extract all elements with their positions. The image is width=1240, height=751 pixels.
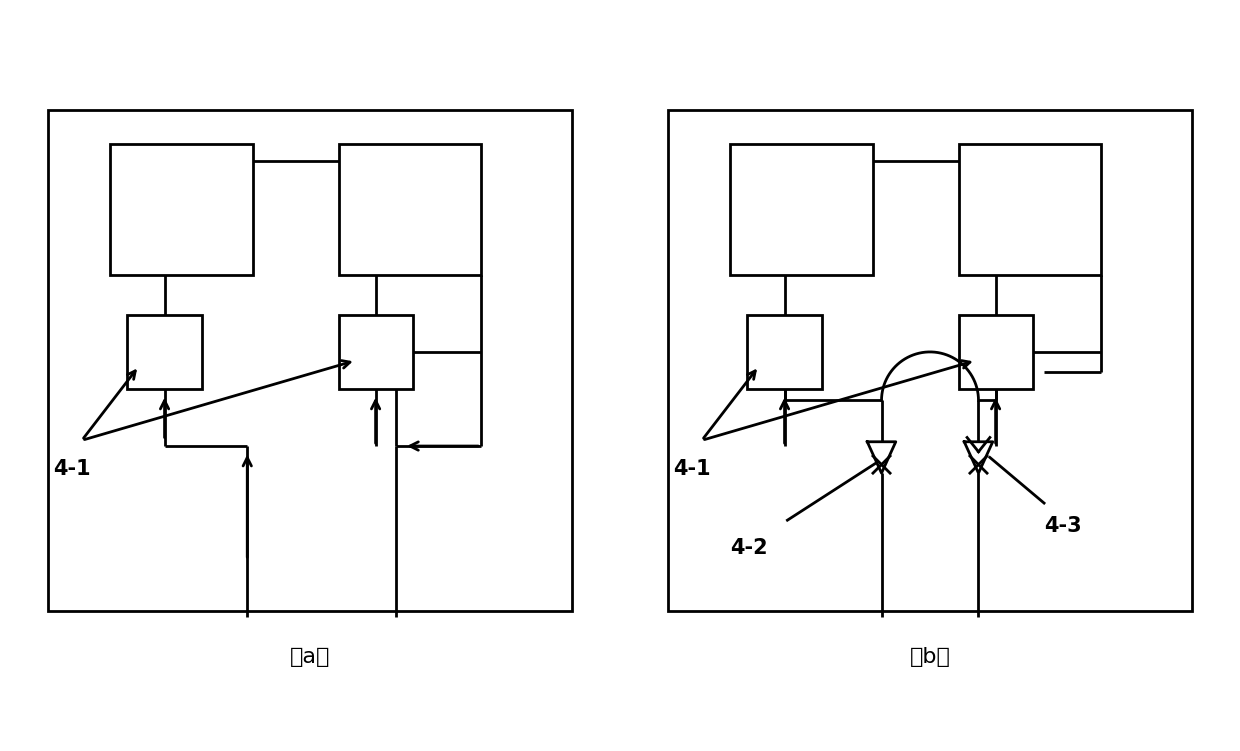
Bar <box>959 315 1033 389</box>
Text: （a）: （a） <box>290 647 330 667</box>
Text: （b）: （b） <box>910 647 950 667</box>
Bar <box>959 143 1101 275</box>
Bar <box>339 315 413 389</box>
Bar <box>748 315 822 389</box>
Bar <box>110 143 253 275</box>
Text: 4-2: 4-2 <box>730 538 768 559</box>
Text: 4-3: 4-3 <box>1044 516 1081 535</box>
Text: 4-1: 4-1 <box>53 459 91 478</box>
Bar <box>730 143 873 275</box>
Text: 4-1: 4-1 <box>673 459 711 478</box>
Bar <box>128 315 202 389</box>
Bar <box>667 110 1193 611</box>
Bar <box>339 143 481 275</box>
Bar <box>47 110 573 611</box>
